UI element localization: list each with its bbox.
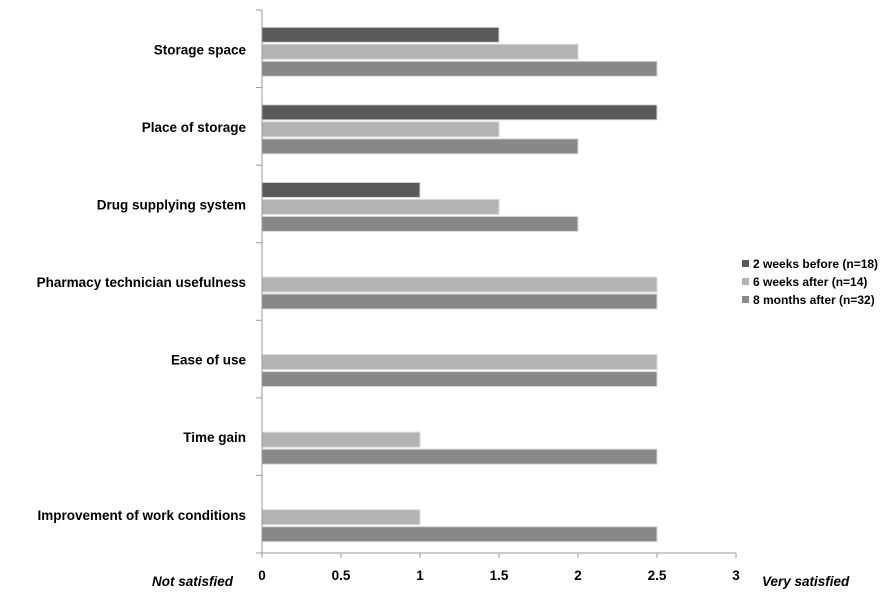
bar-improvement-of-work-conditions-3 bbox=[261, 526, 658, 543]
bar-ease-of-use-2 bbox=[261, 354, 658, 371]
x-tick-label: 0 bbox=[258, 568, 266, 583]
legend-label-1: 2 weeks before (n=18) bbox=[753, 257, 878, 271]
bar-pharmacy-technician-usefulness-3 bbox=[261, 293, 658, 310]
bars-layer bbox=[261, 26, 658, 543]
category-label: Place of storage bbox=[142, 120, 247, 135]
axes-layer bbox=[256, 9, 737, 558]
x-tick-label: 3 bbox=[732, 568, 740, 583]
x-tick-label: 2.5 bbox=[648, 568, 667, 583]
bar-drug-supplying-system-1 bbox=[261, 181, 421, 198]
bar-drug-supplying-system-3 bbox=[261, 215, 579, 232]
category-label: Time gain bbox=[183, 430, 246, 445]
legend-label-3: 8 months after (n=32) bbox=[753, 293, 875, 307]
bar-storage-space-2 bbox=[261, 43, 579, 60]
legend-swatch-2 bbox=[742, 278, 749, 285]
category-label: Improvement of work conditions bbox=[37, 508, 246, 523]
x-tick-label: 1.5 bbox=[490, 568, 509, 583]
labels-layer: Storage space Place of storage Drug supply… bbox=[37, 42, 850, 589]
bar-ease-of-use-3 bbox=[261, 371, 658, 388]
x-tick-label: 0.5 bbox=[332, 568, 351, 583]
bar-storage-space-1 bbox=[261, 26, 500, 43]
bar-time-gain-3 bbox=[261, 448, 658, 465]
bar-place-of-storage-3 bbox=[261, 138, 579, 155]
bar-drug-supplying-system-2 bbox=[261, 198, 500, 215]
bar-storage-space-3 bbox=[261, 60, 658, 77]
legend-swatch-3 bbox=[742, 296, 749, 303]
x-tick-label: 2 bbox=[574, 568, 582, 583]
category-label: Storage space bbox=[154, 42, 247, 57]
bar-time-gain-2 bbox=[261, 431, 421, 448]
legend: 2 weeks before (n=18) 6 weeks after (n=14… bbox=[742, 257, 878, 307]
legend-label-2: 6 weeks after (n=14) bbox=[753, 275, 867, 289]
bar-improvement-of-work-conditions-2 bbox=[261, 509, 421, 526]
bar-pharmacy-technician-usefulness-2 bbox=[261, 276, 658, 293]
category-label: Drug supplying system bbox=[97, 197, 246, 212]
x-right-label: Very satisfied bbox=[762, 574, 850, 589]
bar-place-of-storage-2 bbox=[261, 121, 500, 138]
legend-swatch-1 bbox=[742, 260, 749, 267]
category-label: Pharmacy technician usefulness bbox=[37, 275, 246, 290]
x-tick-label: 1 bbox=[416, 568, 424, 583]
x-left-label: Not satisfied bbox=[152, 574, 234, 589]
bar-place-of-storage-1 bbox=[261, 104, 658, 121]
category-label: Ease of use bbox=[171, 353, 247, 368]
